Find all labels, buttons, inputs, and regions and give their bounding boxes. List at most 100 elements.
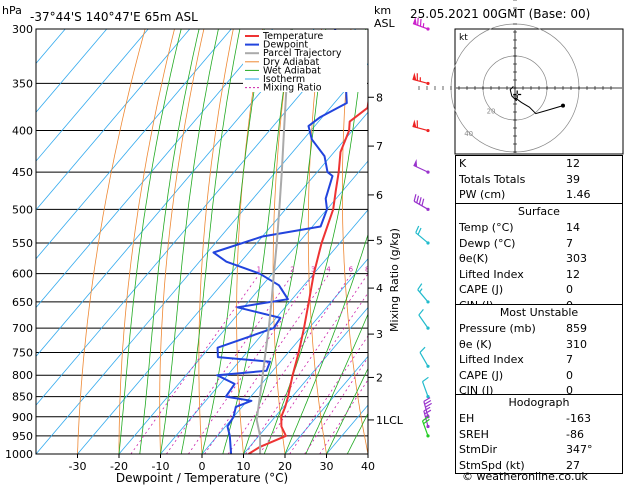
barb-flag bbox=[422, 376, 429, 383]
stat-label: θe(K) bbox=[459, 252, 489, 265]
barb-pennant bbox=[413, 159, 418, 168]
stat-label: K bbox=[459, 157, 467, 170]
x-tick-label: -20 bbox=[110, 460, 128, 473]
hodograph-unit: kt bbox=[459, 33, 468, 43]
stat-row: θe(K) 303 bbox=[456, 251, 622, 267]
stat-value: 859 bbox=[566, 322, 587, 335]
barb-base bbox=[426, 128, 430, 133]
barb-flag bbox=[419, 346, 426, 353]
stat-row: CIN (J) 0 bbox=[456, 383, 622, 399]
wind-barb bbox=[417, 283, 430, 304]
series-temperature bbox=[247, 97, 368, 454]
wet-adiabat bbox=[180, 29, 241, 454]
series-parcel-trajectory bbox=[255, 29, 293, 454]
x-axis-label: Dewpoint / Temperature (°C) bbox=[116, 471, 288, 485]
barb-base bbox=[426, 395, 430, 399]
barb-flag bbox=[417, 283, 423, 291]
barb-flag bbox=[415, 225, 420, 233]
stat-row: Temp (°C) 14 bbox=[456, 220, 622, 236]
barb-flag bbox=[424, 399, 432, 405]
isotherm bbox=[77, 111, 368, 454]
dry-adiabat bbox=[77, 29, 146, 454]
stat-row: Totals Totals 39 bbox=[456, 172, 622, 188]
x-tick-label: 40 bbox=[361, 460, 375, 473]
legend-entry: Temperature bbox=[262, 31, 323, 42]
wet-adiabat bbox=[263, 29, 367, 454]
isotherm bbox=[36, 62, 368, 454]
isotherm bbox=[160, 209, 368, 454]
stat-value: 39 bbox=[566, 172, 580, 186]
barb-pennant bbox=[412, 119, 417, 128]
barb-flag bbox=[421, 198, 425, 206]
wind-barb bbox=[412, 119, 430, 133]
barb-flag bbox=[423, 418, 430, 425]
barb-base bbox=[426, 364, 430, 368]
stat-value: 27 bbox=[566, 458, 580, 472]
barb-base bbox=[426, 241, 430, 245]
x-tick-label: -30 bbox=[69, 460, 87, 473]
barb-flag bbox=[419, 18, 422, 27]
pressure-tick-label: 550 bbox=[12, 237, 33, 250]
stat-label: Temp (°C) bbox=[459, 221, 514, 234]
pressure-tick-label: 950 bbox=[12, 430, 33, 443]
barb-flag bbox=[422, 416, 429, 422]
hodograph-ring-label: 20 bbox=[487, 107, 496, 115]
wind-barb bbox=[412, 16, 430, 31]
pressure-tick-label: 650 bbox=[12, 296, 33, 309]
x-tick-label: 20 bbox=[278, 460, 292, 473]
hodograph-table-title: Hodograph bbox=[508, 396, 570, 409]
dry-adiabat bbox=[407, 29, 451, 454]
barb-base bbox=[426, 424, 430, 429]
barb-base bbox=[426, 27, 430, 31]
stat-value: 303 bbox=[566, 252, 587, 265]
km-tick-label: 7 bbox=[376, 140, 383, 153]
mixing-ratio-line bbox=[245, 273, 368, 454]
stat-label: SREH bbox=[459, 427, 489, 441]
stat-label: Totals Totals bbox=[459, 172, 526, 186]
isotherm bbox=[243, 306, 368, 454]
dry-adiabat bbox=[236, 29, 264, 454]
mixing-ratio-label: 3 bbox=[311, 266, 315, 274]
wind-barb bbox=[419, 346, 430, 368]
wind-barb bbox=[413, 194, 430, 211]
stat-row: SREH -86 bbox=[456, 427, 622, 443]
stat-row: Dewp (°C) 7 bbox=[456, 236, 622, 252]
stat-value: 0 bbox=[566, 384, 573, 397]
surface-title: Surface bbox=[518, 205, 560, 218]
wind-barb bbox=[418, 308, 430, 330]
barb-pennant bbox=[412, 72, 417, 81]
isotherm bbox=[36, 29, 357, 406]
wind-barb bbox=[421, 416, 430, 438]
km-tick-label: 5 bbox=[376, 234, 383, 247]
km-tick-label: 6 bbox=[376, 189, 383, 202]
barb-flag bbox=[413, 194, 417, 202]
stat-row: EH -163 bbox=[456, 411, 622, 427]
wet-adiabat bbox=[305, 313, 368, 454]
km-tick-label: 8 bbox=[376, 91, 383, 104]
wind-barb bbox=[415, 225, 430, 245]
mixing-ratio-axis-label: Mixing Ratio (g/kg) bbox=[388, 228, 401, 332]
stat-row: θe (K) 310 bbox=[456, 337, 622, 353]
isotherm bbox=[36, 29, 149, 162]
stat-value: 347° bbox=[566, 443, 593, 456]
hodograph-end-point bbox=[561, 103, 565, 108]
isotherm bbox=[284, 355, 368, 454]
stat-label: CAPE (J) bbox=[459, 368, 504, 382]
isotherm bbox=[36, 29, 191, 211]
mixing-ratio-label: 8 bbox=[365, 266, 369, 274]
barb-staff bbox=[419, 352, 429, 367]
legend-background bbox=[243, 30, 367, 92]
stat-value: 310 bbox=[566, 337, 587, 351]
barb-flag bbox=[425, 402, 432, 408]
wet-adiabat bbox=[326, 367, 368, 454]
x-tick-label: 30 bbox=[320, 460, 334, 473]
stat-label: Lifted Index bbox=[459, 267, 524, 281]
mixing-ratio-label: 6 bbox=[349, 266, 354, 274]
pressure-tick-label: 600 bbox=[12, 268, 33, 281]
most-unstable-table: Most Unstable Pressure (mb) 859 θe (K) 310 L… bbox=[455, 304, 623, 400]
stat-row: StmDir 347° bbox=[456, 442, 622, 458]
dry-adiabat bbox=[159, 29, 205, 454]
stat-label: Dewp (°C) bbox=[459, 236, 516, 250]
pressure-tick-label: 400 bbox=[12, 125, 33, 138]
mixing-ratio-label: 10 bbox=[378, 266, 387, 274]
